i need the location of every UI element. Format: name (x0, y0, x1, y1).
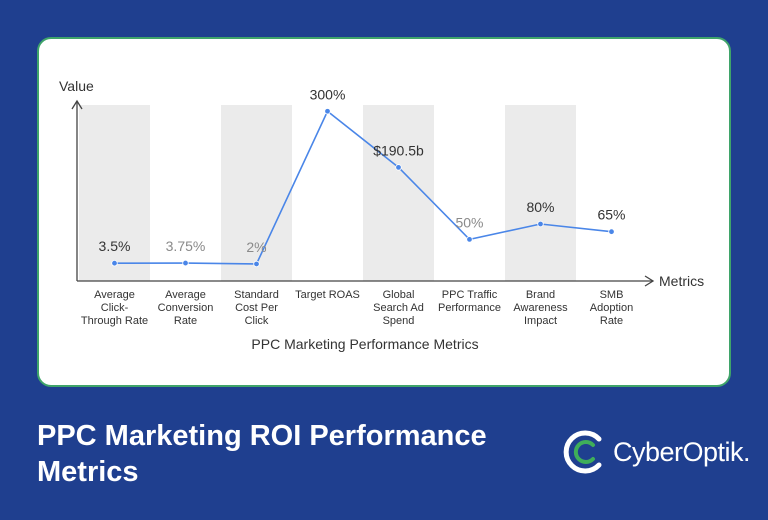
data-point (466, 236, 473, 243)
category-label-line: Global (383, 289, 415, 301)
category-label: Global Search Ad Spend (373, 289, 424, 327)
category-label: Average Click-Through Rate (81, 289, 148, 327)
category-label: Average Conversion Rate (158, 289, 214, 327)
x-axis-label: Metrics (659, 273, 704, 289)
category-label-line: SMB (600, 289, 624, 301)
data-point (182, 259, 189, 267)
category-label-line: Through Rate (81, 315, 148, 327)
category-label-line: Adoption (590, 302, 633, 314)
category-label-line: Average (94, 289, 135, 301)
data-point (537, 220, 544, 228)
column-band (363, 105, 434, 281)
category-label-line: Click (245, 315, 269, 327)
category-label-line: Target ROAS (295, 289, 360, 301)
x-axis-arrow (644, 275, 655, 287)
data-point (253, 260, 260, 268)
data-point (324, 108, 331, 115)
brand-logo: CyberOptik. (563, 430, 751, 474)
category-label-line: Awareness (513, 302, 568, 314)
category-label-line: Standard (234, 289, 279, 301)
category-label: SMB Adoption Rate (590, 289, 633, 327)
chart-title: PPC Marketing Performance Metrics (251, 336, 478, 352)
data-label: 300% (310, 86, 346, 102)
category-label-line: Brand (526, 289, 555, 301)
category-label-line: Cost Per (235, 302, 278, 314)
category-label-line: Search Ad (373, 302, 424, 314)
data-point (111, 260, 118, 267)
data-label: 80% (526, 199, 554, 215)
data-label: 3.75% (166, 238, 206, 254)
data-label: 3.5% (99, 238, 131, 254)
page-title: PPC Marketing ROI Performance Metrics (37, 420, 487, 488)
data-point (395, 164, 402, 171)
category-label-line: Conversion (158, 302, 214, 314)
line-chart: Value Metrics 3.5% 3.75% 2% 300% $190.5b 50% 8… (59, 78, 704, 352)
column-band (505, 105, 576, 281)
category-label: Target ROAS (295, 289, 360, 301)
y-axis-label: Value (59, 78, 94, 94)
category-label-line: Click- (101, 302, 129, 314)
category-label: Brand Awareness Impact (513, 289, 568, 327)
series-line (114, 109, 612, 265)
category-label-line: Average (165, 289, 206, 301)
cyberoptik-logo-icon (563, 430, 602, 474)
category-label-line: Rate (600, 315, 623, 327)
chart-card: Value Metrics 3.5% 3.75% 2% 300% $190.5b 50% 8… (37, 37, 731, 387)
category-label-line: Rate (174, 315, 197, 327)
data-label: 65% (597, 207, 625, 223)
category-label: Standard Cost Per Click (234, 289, 279, 327)
data-label: 2% (246, 239, 266, 255)
category-label: PPC Traffic Performance (438, 289, 501, 314)
column-band (79, 105, 150, 281)
category-label-line: PPC Traffic (442, 289, 498, 301)
category-label-line: Performance (438, 302, 501, 314)
data-label: 50% (455, 214, 483, 230)
column-band (221, 105, 292, 281)
y-axis-arrow (71, 99, 83, 110)
category-label-line: Impact (524, 315, 557, 327)
data-point (608, 228, 615, 235)
data-label: $190.5b (373, 142, 424, 158)
brand-name: CyberOptik. (613, 436, 751, 467)
category-label-line: Spend (383, 315, 415, 327)
